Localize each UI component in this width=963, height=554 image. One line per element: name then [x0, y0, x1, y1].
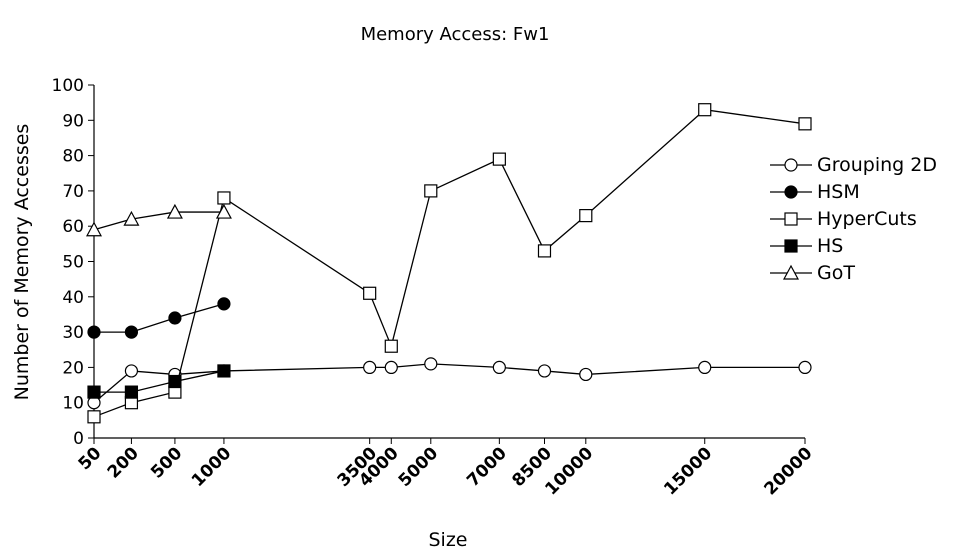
data-point-marker: [384, 360, 398, 374]
legend-item: GoT: [770, 262, 855, 284]
data-point-marker: [579, 209, 593, 223]
series-got: [85, 203, 232, 237]
x-tick-label: 500: [147, 443, 186, 482]
legend-label: Grouping 2D: [817, 154, 937, 176]
series-line: [94, 370, 225, 393]
chart-title: Memory Access: Fw1: [361, 24, 550, 45]
data-point-marker: [537, 244, 552, 258]
y-tick-label: 60: [62, 217, 84, 237]
legend-label: HSM: [817, 181, 860, 203]
data-point-marker: [492, 152, 506, 166]
y-tick-label: 30: [62, 323, 84, 343]
y-tick-label: 100: [52, 76, 84, 96]
data-point-marker: [166, 203, 183, 219]
legend-label: GoT: [817, 262, 855, 284]
series-grouping-2d: [87, 357, 812, 410]
data-point-marker: [215, 203, 232, 219]
series-hs: [87, 364, 231, 399]
series-layer: [85, 103, 812, 424]
data-point-marker: [784, 212, 798, 226]
data-point-marker: [424, 357, 438, 371]
series-line: [94, 303, 225, 333]
data-point-marker: [784, 185, 798, 199]
data-point-marker: [784, 239, 798, 253]
series-line: [93, 109, 806, 418]
x-axis-label: Size: [428, 529, 467, 551]
x-tick-label: 15000: [660, 443, 716, 499]
y-tick-label: 50: [62, 253, 84, 273]
data-point-marker: [123, 210, 140, 226]
y-tick-label: 80: [62, 147, 84, 167]
data-point-marker: [424, 184, 438, 198]
y-tick-label: 10: [62, 394, 84, 414]
y-tick-label: 70: [62, 182, 84, 202]
y-tick-label: 20: [62, 358, 84, 378]
legend-item: Grouping 2D: [770, 154, 937, 176]
series-hypercuts: [87, 103, 812, 424]
data-point-marker: [217, 364, 231, 378]
data-point-marker: [698, 360, 712, 374]
data-point-marker: [87, 325, 101, 339]
data-point-marker: [124, 385, 139, 399]
data-point-marker: [782, 264, 800, 280]
data-point-marker: [85, 221, 103, 237]
data-point-marker: [579, 367, 593, 382]
y-axis-label: Number of Memory Accesses: [11, 124, 33, 401]
x-tick-label: 1000: [188, 443, 236, 491]
data-point-marker: [492, 360, 506, 374]
data-point-marker: [537, 364, 552, 378]
data-point-marker: [87, 410, 101, 424]
series-hsm: [87, 297, 231, 339]
data-point-marker: [384, 339, 398, 353]
data-point-marker: [124, 325, 139, 339]
series-line: [93, 363, 805, 404]
data-point-marker: [363, 360, 377, 374]
data-point-marker: [217, 191, 231, 205]
legend-item: HyperCuts: [770, 208, 917, 230]
x-tick-label: 7000: [463, 443, 511, 491]
y-tick-label: 40: [62, 288, 84, 308]
data-point-marker: [798, 360, 812, 374]
legend-item: HS: [770, 235, 843, 257]
series-line: [93, 211, 224, 231]
data-point-marker: [784, 158, 798, 172]
legend-label: HS: [817, 235, 843, 257]
data-point-marker: [168, 311, 182, 325]
legend-item: HSM: [770, 181, 860, 203]
x-tick-label: 200: [104, 443, 143, 482]
data-point-marker: [798, 117, 812, 131]
data-point-marker: [124, 364, 139, 378]
data-point-marker: [217, 297, 231, 311]
data-point-marker: [363, 286, 377, 300]
y-tick-label: 90: [62, 111, 84, 131]
y-tick-label: 0: [73, 429, 84, 449]
data-point-marker: [698, 103, 712, 117]
legend-label: HyperCuts: [817, 208, 917, 230]
legend: Grouping 2D HSM HyperCuts HS GoT: [770, 154, 937, 284]
data-point-marker: [168, 374, 182, 389]
x-tick-label: 5000: [395, 443, 443, 491]
x-tick-label: 20000: [761, 443, 817, 499]
data-point-marker: [87, 385, 101, 399]
